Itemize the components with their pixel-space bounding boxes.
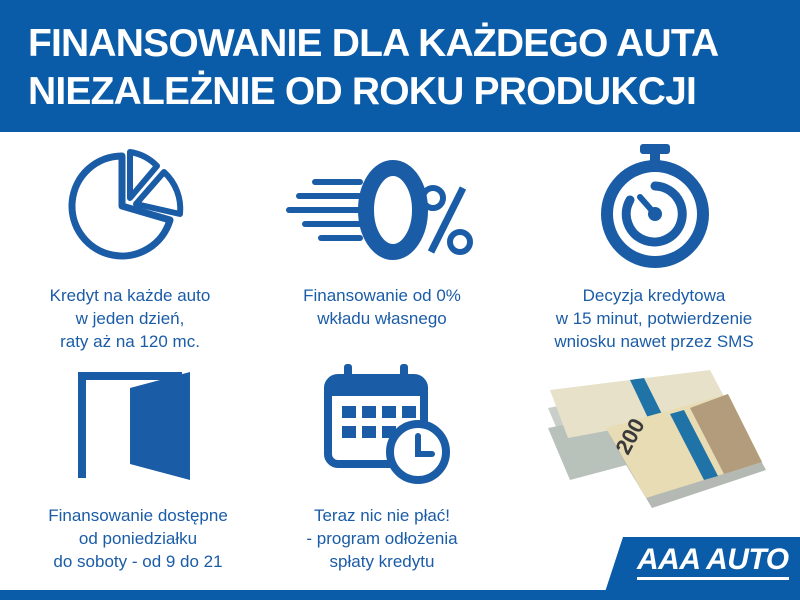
banknote-stack-image: 200 xyxy=(548,370,766,508)
pie-chart-icon xyxy=(68,149,184,260)
aaa-auto-logo: AAA AUTO xyxy=(605,537,800,592)
calendar-clock-icon xyxy=(324,364,450,484)
caption-line: wkładu własnego xyxy=(317,309,447,328)
caption-line: w jeden dzień, xyxy=(75,309,185,328)
zero-percent-icon xyxy=(286,160,473,260)
caption-line: do soboty - od 9 do 21 xyxy=(53,552,223,571)
feature-caption-credit: Kredyt na każde auto w jeden dzień, raty… xyxy=(0,284,260,353)
logo-text: AAA AUTO xyxy=(637,543,789,580)
caption-line: od poniedziałku xyxy=(78,529,198,548)
caption-line: raty aż na 120 mc. xyxy=(60,332,200,351)
caption-line: - program odłożenia xyxy=(306,529,458,548)
caption-line: spłaty kredytu xyxy=(329,552,435,571)
caption-line: Teraz nic nie płać! xyxy=(313,506,451,525)
feature-caption-zero-deposit: Finansowanie od 0% wkładu własnego xyxy=(252,284,512,330)
feature-caption-decision: Decyzja kredytowa w 15 minut, potwierdze… xyxy=(524,284,784,353)
stopwatch-icon xyxy=(601,144,709,268)
open-door-icon xyxy=(78,372,190,480)
caption-line: Finansowanie dostępne xyxy=(48,506,228,525)
caption-line: Decyzja kredytowa xyxy=(582,286,726,305)
caption-line: wniosku nawet przez SMS xyxy=(554,332,754,351)
caption-line: w 15 minut, potwierdzenie xyxy=(555,309,753,328)
bottom-bar xyxy=(0,590,800,600)
feature-caption-deferral: Teraz nic nie płać! - program odłożenia … xyxy=(252,504,512,573)
headline-line-2: NIEZALEŻNIE OD ROKU PRODUKCJI xyxy=(28,70,697,113)
headline-line-1: FINANSOWANIE DLA KAŻDEGO AUTA xyxy=(28,22,719,65)
caption-line: Kredyt na każde auto xyxy=(49,286,211,305)
feature-caption-hours: Finansowanie dostępne od poniedziałku do… xyxy=(8,504,268,573)
header-banner: FINANSOWANIE DLA KAŻDEGO AUTA NIEZALEŻNI… xyxy=(0,0,800,132)
caption-line: Finansowanie od 0% xyxy=(303,286,461,305)
